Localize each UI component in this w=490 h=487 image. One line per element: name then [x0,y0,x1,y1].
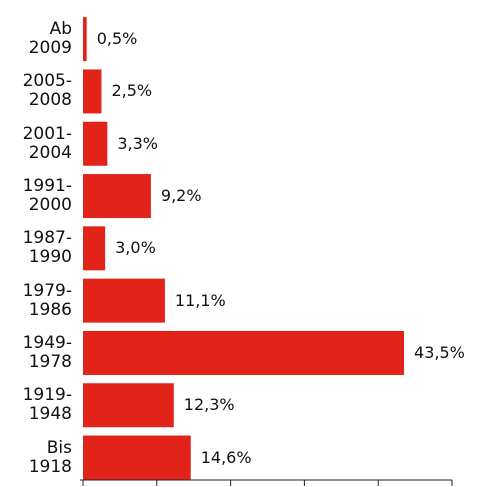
category-label: 1949- 1978 [22,332,72,372]
bar [83,17,87,62]
bar [83,226,106,271]
bar [83,435,191,480]
category-label: 1979- 1986 [22,280,72,320]
category-label: 1987- 1990 [22,228,72,268]
category-label: Ab 2009 [28,19,72,59]
category-label: 2005- 2008 [22,71,72,111]
category-label: 2001- 2004 [22,123,72,163]
value-label: 3,0% [115,238,156,258]
value-label: 11,1% [174,290,226,310]
bar [83,121,108,166]
category-label: 1919- 1948 [22,385,72,425]
value-label: 14,6% [200,447,252,467]
value-label: 12,3% [183,395,235,415]
bar [83,278,165,323]
bar [83,174,151,219]
value-label: 0,5% [96,29,138,49]
value-label: 2,5% [111,81,153,101]
value-label: 43,5% [414,342,465,362]
bar [83,69,102,114]
category-label: 1991- 2000 [22,176,72,216]
bar [83,383,174,428]
value-label: 9,2% [160,186,202,206]
value-label: 3,3% [117,133,158,153]
category-label: Bis 1918 [28,437,72,477]
bar [83,330,405,375]
